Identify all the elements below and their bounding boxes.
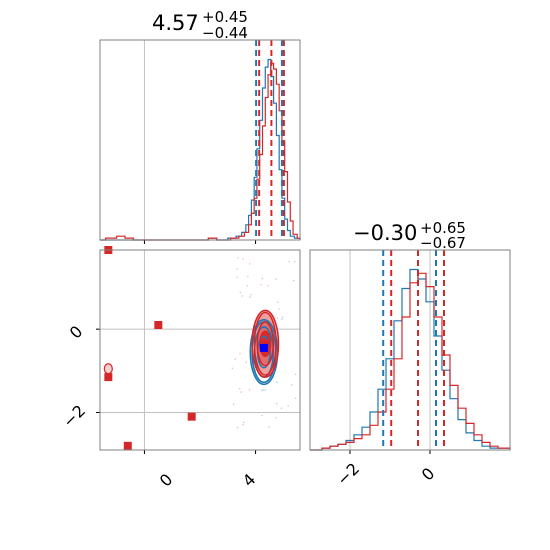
contour-line-red-3 (251, 309, 280, 378)
sample-point (274, 417, 277, 419)
sample-point (239, 352, 241, 355)
y-tick-label-0: 0 (66, 322, 87, 343)
sample-point (236, 276, 238, 279)
sample-point (260, 389, 263, 392)
contour-small-red (103, 363, 113, 375)
marker-red-2 (123, 441, 132, 450)
title-param1-upper-error: +0.45 (202, 8, 248, 26)
histogram-red (100, 62, 301, 241)
sample-point (236, 268, 239, 270)
sample-point (231, 367, 234, 370)
sample-point (275, 402, 278, 405)
y-tick-label-minus2: −2 (59, 401, 89, 431)
sample-point (276, 301, 279, 304)
sample-point (275, 381, 278, 383)
histogram-blue (100, 58, 301, 241)
title-param1-lower-error: −0.44 (202, 24, 248, 42)
sample-point (245, 361, 248, 364)
sample-point (275, 278, 277, 280)
sample-point (239, 291, 242, 294)
sample-point (242, 257, 245, 260)
marker-red-1 (104, 373, 113, 382)
sample-point (246, 285, 249, 287)
histogram-frame-param2 (309, 249, 511, 451)
sample-point (266, 285, 269, 287)
x2-tick-label-minus2: −2 (333, 459, 363, 489)
sample-point (276, 317, 279, 319)
sample-point (293, 260, 296, 263)
sample-point (236, 426, 239, 429)
title-param2-upper-error: +0.65 (420, 219, 466, 237)
sample-point (280, 407, 283, 409)
marker-blue-0 (259, 343, 268, 352)
sample-point (290, 384, 293, 386)
sample-point (278, 308, 280, 310)
sample-point (249, 296, 251, 298)
title-param2-value: −0.30 (353, 221, 417, 245)
sample-point (294, 397, 297, 399)
histogram-panel-param1 (99, 39, 301, 244)
contour-line-red-2 (253, 311, 277, 376)
marker-red-4 (187, 412, 196, 421)
sample-point (232, 403, 235, 406)
sample-point (260, 283, 263, 286)
histogram-panel-param2 (309, 249, 511, 454)
sample-point (248, 263, 251, 265)
sample-point (242, 421, 245, 424)
title-param1-value: 4.57 (152, 11, 199, 35)
sample-point (280, 318, 283, 320)
x-tick-label-4: 4 (239, 470, 260, 491)
title-param2-lower-error: −0.67 (420, 234, 466, 252)
contour-line-red-0 (259, 330, 272, 358)
sample-point (262, 389, 265, 391)
contour-panel-param1-param2 (96, 246, 301, 454)
x-tick-label-0: 0 (156, 470, 177, 491)
histogram-frame-param1 (99, 39, 301, 241)
sample-point (234, 358, 236, 360)
sample-point (288, 260, 290, 263)
histogram-red (310, 272, 511, 451)
sample-point (241, 295, 243, 297)
sample-point (248, 389, 251, 391)
sample-point (247, 275, 249, 278)
sample-point (238, 387, 241, 390)
contour-line-red-1 (256, 321, 275, 367)
sample-point (242, 423, 244, 426)
sample-point (268, 426, 270, 428)
sample-point (294, 373, 297, 376)
x2-tick-label-0: 0 (418, 464, 439, 485)
sample-point (237, 257, 239, 259)
contour-frame (99, 249, 301, 451)
sample-point (240, 391, 242, 393)
sample-point (281, 316, 284, 318)
sample-point (287, 404, 289, 407)
sample-point (264, 389, 266, 391)
marker-red-3 (154, 321, 163, 329)
marker-red-5 (261, 339, 270, 348)
sample-point (250, 293, 252, 296)
sample-point (261, 414, 263, 417)
sample-point (261, 277, 264, 280)
sample-point (292, 279, 295, 282)
